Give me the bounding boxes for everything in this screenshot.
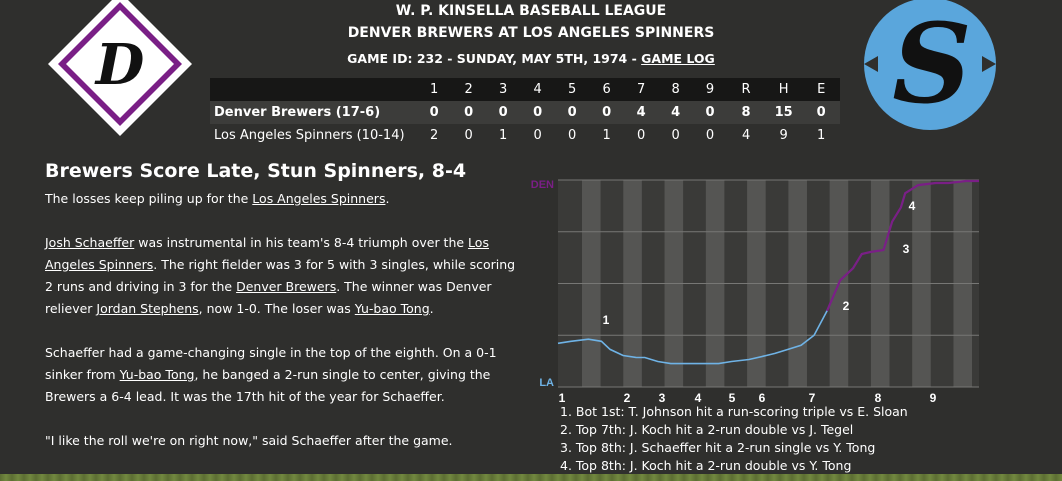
graph-inning-label: 7: [809, 391, 816, 404]
graph-top-label: DEN: [531, 179, 554, 191]
player-link[interactable]: Josh Schaeffer: [45, 235, 135, 250]
story-quote: "I like the roll we're on right now," sa…: [45, 433, 453, 448]
graph-inning-label: 1: [559, 391, 566, 404]
story-text: was instrumental in his team's 8-4 trium…: [134, 235, 469, 250]
player-link[interactable]: Jordan Stephens: [96, 301, 199, 316]
score-cell: 0: [429, 105, 439, 120]
story-text: , he banged a 2-run single to center, gi…: [45, 367, 491, 404]
score-cell: 0: [671, 128, 680, 143]
inning-header: 8: [671, 82, 680, 97]
story-text: . The winner was Denver reliever: [45, 279, 492, 316]
league-title: W. P. KINSELLA BASEBALL LEAGUE: [395, 3, 667, 19]
team-name: Los Angeles Spinners (10-14): [214, 128, 405, 143]
inning-header: 4: [533, 82, 542, 97]
story-headline: Brewers Score Late, Stun Spinners, 8-4: [45, 160, 467, 182]
score-cell: 1: [602, 128, 611, 143]
wp-note: 4. Top 8th: J. Koch hit a 2-run double v…: [560, 458, 852, 473]
home-logo-letter: S: [892, 0, 971, 128]
player-link[interactable]: Yu-bao Tong: [119, 367, 195, 382]
wp-note: 2. Top 7th: J. Koch hit a 2-run double v…: [560, 422, 854, 437]
graph-inning-label: 6: [759, 391, 766, 404]
team-name: Denver Brewers (17-6): [214, 105, 381, 120]
score-cell: 0: [464, 128, 473, 143]
graph-inning-label: 8: [875, 391, 882, 404]
linescore-row-away: Denver Brewers (17-6) 0 0 0 0 0 0 4 4 0 …: [210, 101, 840, 124]
graph-event-marker: 1: [603, 313, 610, 327]
score-cell: 0: [636, 128, 646, 143]
graph-event-marker: 2: [843, 299, 850, 313]
player-link[interactable]: Yu-bao Tong: [354, 301, 430, 316]
inning-header: 2: [464, 82, 473, 97]
score-cell: 0: [533, 105, 543, 120]
los-angeles-spinners-logo: S: [864, 0, 996, 130]
runs-header: R: [741, 82, 751, 97]
inning-header: 5: [567, 82, 577, 97]
team-column-header: [210, 78, 417, 101]
hits-cell: 9: [779, 128, 788, 143]
linescore-row-home: Los Angeles Spinners (10-14) 2 0 1 0 0 1…: [210, 124, 840, 147]
runs-cell: 4: [741, 128, 751, 143]
graph-event-marker: 3: [903, 242, 910, 256]
denver-brewers-logo: D: [48, 0, 192, 136]
graph-inning-label: 4: [695, 391, 702, 404]
story-text: .: [385, 191, 390, 206]
game-info: GAME ID: 232 - SUNDAY, MAY 5TH, 1974 - G…: [300, 51, 762, 66]
graph-inning-label: 9: [930, 391, 937, 404]
errors-cell: 1: [817, 128, 826, 143]
score-cell: 0: [498, 105, 508, 120]
wp-note: 3. Top 8th: J. Schaeffer hit a 2-run sin…: [560, 440, 876, 455]
win-probability-line-denver: [826, 179, 979, 312]
graph-event-marker: 4: [909, 199, 916, 213]
hits-header: H: [778, 82, 789, 97]
story-text: , now 1-0. The loser was: [198, 301, 355, 316]
matchup-title: DENVER BREWERS AT LOS ANGELES SPINNERS: [347, 25, 715, 41]
score-cell: 0: [602, 105, 612, 120]
win-probability-graph: DEN LA 1 2 3 4 5 6 7 8 9 1 2 3 4: [531, 179, 979, 404]
score-cell: 0: [533, 128, 542, 143]
game-info-text: GAME ID: 232 - SUNDAY, MAY 5TH, 1974 -: [347, 51, 642, 66]
graph-inning-label: 3: [659, 391, 666, 404]
inning-header: 3: [499, 82, 508, 97]
linescore-header-row: 1 2 3 4 5 6 7 8 9 R H E: [210, 78, 840, 101]
score-cell: 0: [567, 105, 577, 120]
score-cell: 0: [705, 105, 715, 120]
errors-header: E: [817, 82, 826, 97]
graph-bottom-label: LA: [539, 377, 554, 389]
story-text: . The right fielder was 3 for 5 with 3 s…: [45, 257, 516, 294]
inning-header: 7: [636, 82, 646, 97]
team-link[interactable]: Denver Brewers: [236, 279, 337, 294]
graph-inning-label: 5: [729, 391, 736, 404]
graph-inning-label: 2: [624, 391, 631, 404]
inning-header: 1: [430, 82, 439, 97]
score-cell: 0: [567, 128, 577, 143]
story-text: The losses keep piling up for the: [45, 191, 253, 206]
inning-header: 9: [705, 82, 715, 97]
hits-cell: 15: [774, 105, 793, 120]
team-link[interactable]: Los Angeles Spinners: [45, 235, 489, 272]
score-cell: 4: [636, 105, 646, 120]
story-text: .: [429, 301, 434, 316]
score-cell: 2: [430, 128, 439, 143]
score-cell: 0: [705, 128, 715, 143]
linescore-table: 1 2 3 4 5 6 7 8 9 R H E Denver Brewers (…: [210, 78, 840, 147]
story-paragraph: Josh Schaeffer was instrumental in his t…: [45, 232, 523, 320]
win-probability-notes: 1. Bot 1st: T. Johnson hit a run-scoring…: [560, 403, 908, 475]
grass-border: [0, 474, 1062, 481]
errors-cell: 0: [816, 105, 826, 120]
score-cell: 4: [671, 105, 681, 120]
story-paragraph: Schaeffer had a game-changing single in …: [45, 342, 523, 408]
inning-header: 6: [602, 82, 611, 97]
story-paragraph: The losses keep piling up for the Los An…: [45, 188, 523, 210]
runs-cell: 8: [741, 105, 751, 120]
away-logo-letter: D: [94, 32, 145, 98]
story-body: The losses keep piling up for the Los An…: [45, 188, 523, 474]
story-text: Schaeffer had a game-changing single in …: [45, 345, 497, 382]
team-link[interactable]: Los Angeles Spinners: [252, 191, 386, 206]
score-cell: 0: [464, 105, 474, 120]
game-log-link[interactable]: GAME LOG: [641, 51, 715, 66]
wp-note: 1. Bot 1st: T. Johnson hit a run-scoring…: [560, 404, 908, 419]
score-cell: 1: [499, 128, 508, 143]
